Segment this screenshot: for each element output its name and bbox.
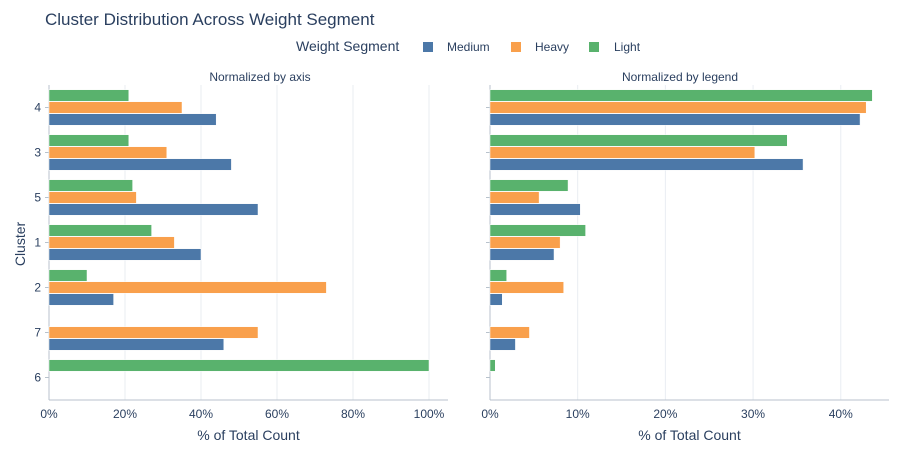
bar-heavy-cluster-7	[490, 327, 529, 339]
x-axis-title: % of Total Count	[638, 427, 741, 443]
x-tick-label: 0%	[481, 407, 499, 421]
bar-light-cluster-2	[49, 270, 87, 282]
y-tick-label: 2	[34, 281, 41, 295]
bar-heavy-cluster-5	[490, 192, 539, 204]
legend: Medium Heavy Light	[423, 40, 641, 54]
bar-light-cluster-6	[490, 360, 495, 372]
bar-medium-cluster-7	[490, 339, 515, 351]
panel-2-subtitle: Normalized by legend	[622, 70, 738, 84]
bar-heavy-cluster-4	[49, 102, 182, 114]
legend-swatch-medium	[423, 42, 433, 52]
bar-heavy-cluster-2	[49, 282, 326, 294]
legend-title: Weight Segment	[296, 38, 399, 54]
bar-light-cluster-1	[490, 225, 586, 237]
x-tick-label: 60%	[265, 407, 289, 421]
y-tick-label: 3	[34, 146, 41, 160]
x-tick-label: 20%	[653, 407, 677, 421]
bar-medium-cluster-3	[490, 159, 803, 171]
bar-light-cluster-4	[49, 90, 129, 102]
bar-light-cluster-3	[49, 135, 129, 147]
bar-heavy-cluster-2	[490, 282, 564, 294]
bar-heavy-cluster-3	[490, 147, 755, 159]
bar-medium-cluster-5	[49, 204, 258, 216]
chart-title: Cluster Distribution Across Weight Segme…	[45, 10, 375, 29]
y-axis-title: Cluster	[12, 221, 28, 266]
bar-heavy-cluster-1	[490, 237, 560, 249]
x-tick-label: 40%	[829, 407, 853, 421]
bar-medium-cluster-5	[490, 204, 580, 216]
bar-medium-cluster-1	[49, 249, 201, 261]
bar-heavy-cluster-1	[49, 237, 174, 249]
y-tick-label: 6	[34, 371, 41, 385]
bar-light-cluster-5	[49, 180, 133, 192]
bar-light-cluster-6	[49, 360, 429, 372]
bar-light-cluster-2	[490, 270, 507, 282]
bar-medium-cluster-4	[49, 114, 216, 126]
bar-medium-cluster-2	[490, 294, 502, 306]
legend-swatch-heavy	[511, 42, 521, 52]
bar-medium-cluster-2	[49, 294, 114, 306]
x-tick-label: 100%	[414, 407, 445, 421]
bar-medium-cluster-7	[49, 339, 224, 351]
x-tick-label: 10%	[566, 407, 590, 421]
bar-medium-cluster-1	[490, 249, 554, 261]
legend-label-light: Light	[614, 40, 641, 54]
x-tick-label: 0%	[40, 407, 58, 421]
bar-heavy-cluster-3	[49, 147, 167, 159]
x-tick-label: 20%	[113, 407, 137, 421]
legend-swatch-light	[589, 42, 599, 52]
legend-label-heavy: Heavy	[535, 40, 569, 54]
y-tick-label: 7	[34, 326, 41, 340]
y-tick-label: 4	[34, 101, 41, 115]
bar-light-cluster-4	[490, 90, 872, 102]
bar-medium-cluster-3	[49, 159, 231, 171]
bar-heavy-cluster-5	[49, 192, 136, 204]
y-tick-label: 1	[34, 236, 41, 250]
x-axis-title: % of Total Count	[197, 427, 300, 443]
panel-1: Normalized by axis 0% 20% 40% 60% 80% 100% 4 3 5 1…	[34, 70, 448, 443]
bar-heavy-cluster-7	[49, 327, 258, 339]
y-tick-label: 5	[34, 191, 41, 205]
legend-label-medium: Medium	[447, 40, 490, 54]
x-tick-label: 30%	[741, 407, 765, 421]
panel-1-subtitle: Normalized by axis	[209, 70, 310, 84]
bar-medium-cluster-4	[490, 114, 860, 126]
bar-light-cluster-3	[490, 135, 787, 147]
panel-2: Normalized by legend 0% 10% 20% 30% 40% % of T…	[481, 70, 889, 443]
bar-light-cluster-1	[49, 225, 152, 237]
bar-heavy-cluster-4	[490, 102, 866, 114]
bar-light-cluster-5	[490, 180, 568, 192]
x-tick-label: 80%	[341, 407, 365, 421]
x-tick-label: 40%	[189, 407, 213, 421]
